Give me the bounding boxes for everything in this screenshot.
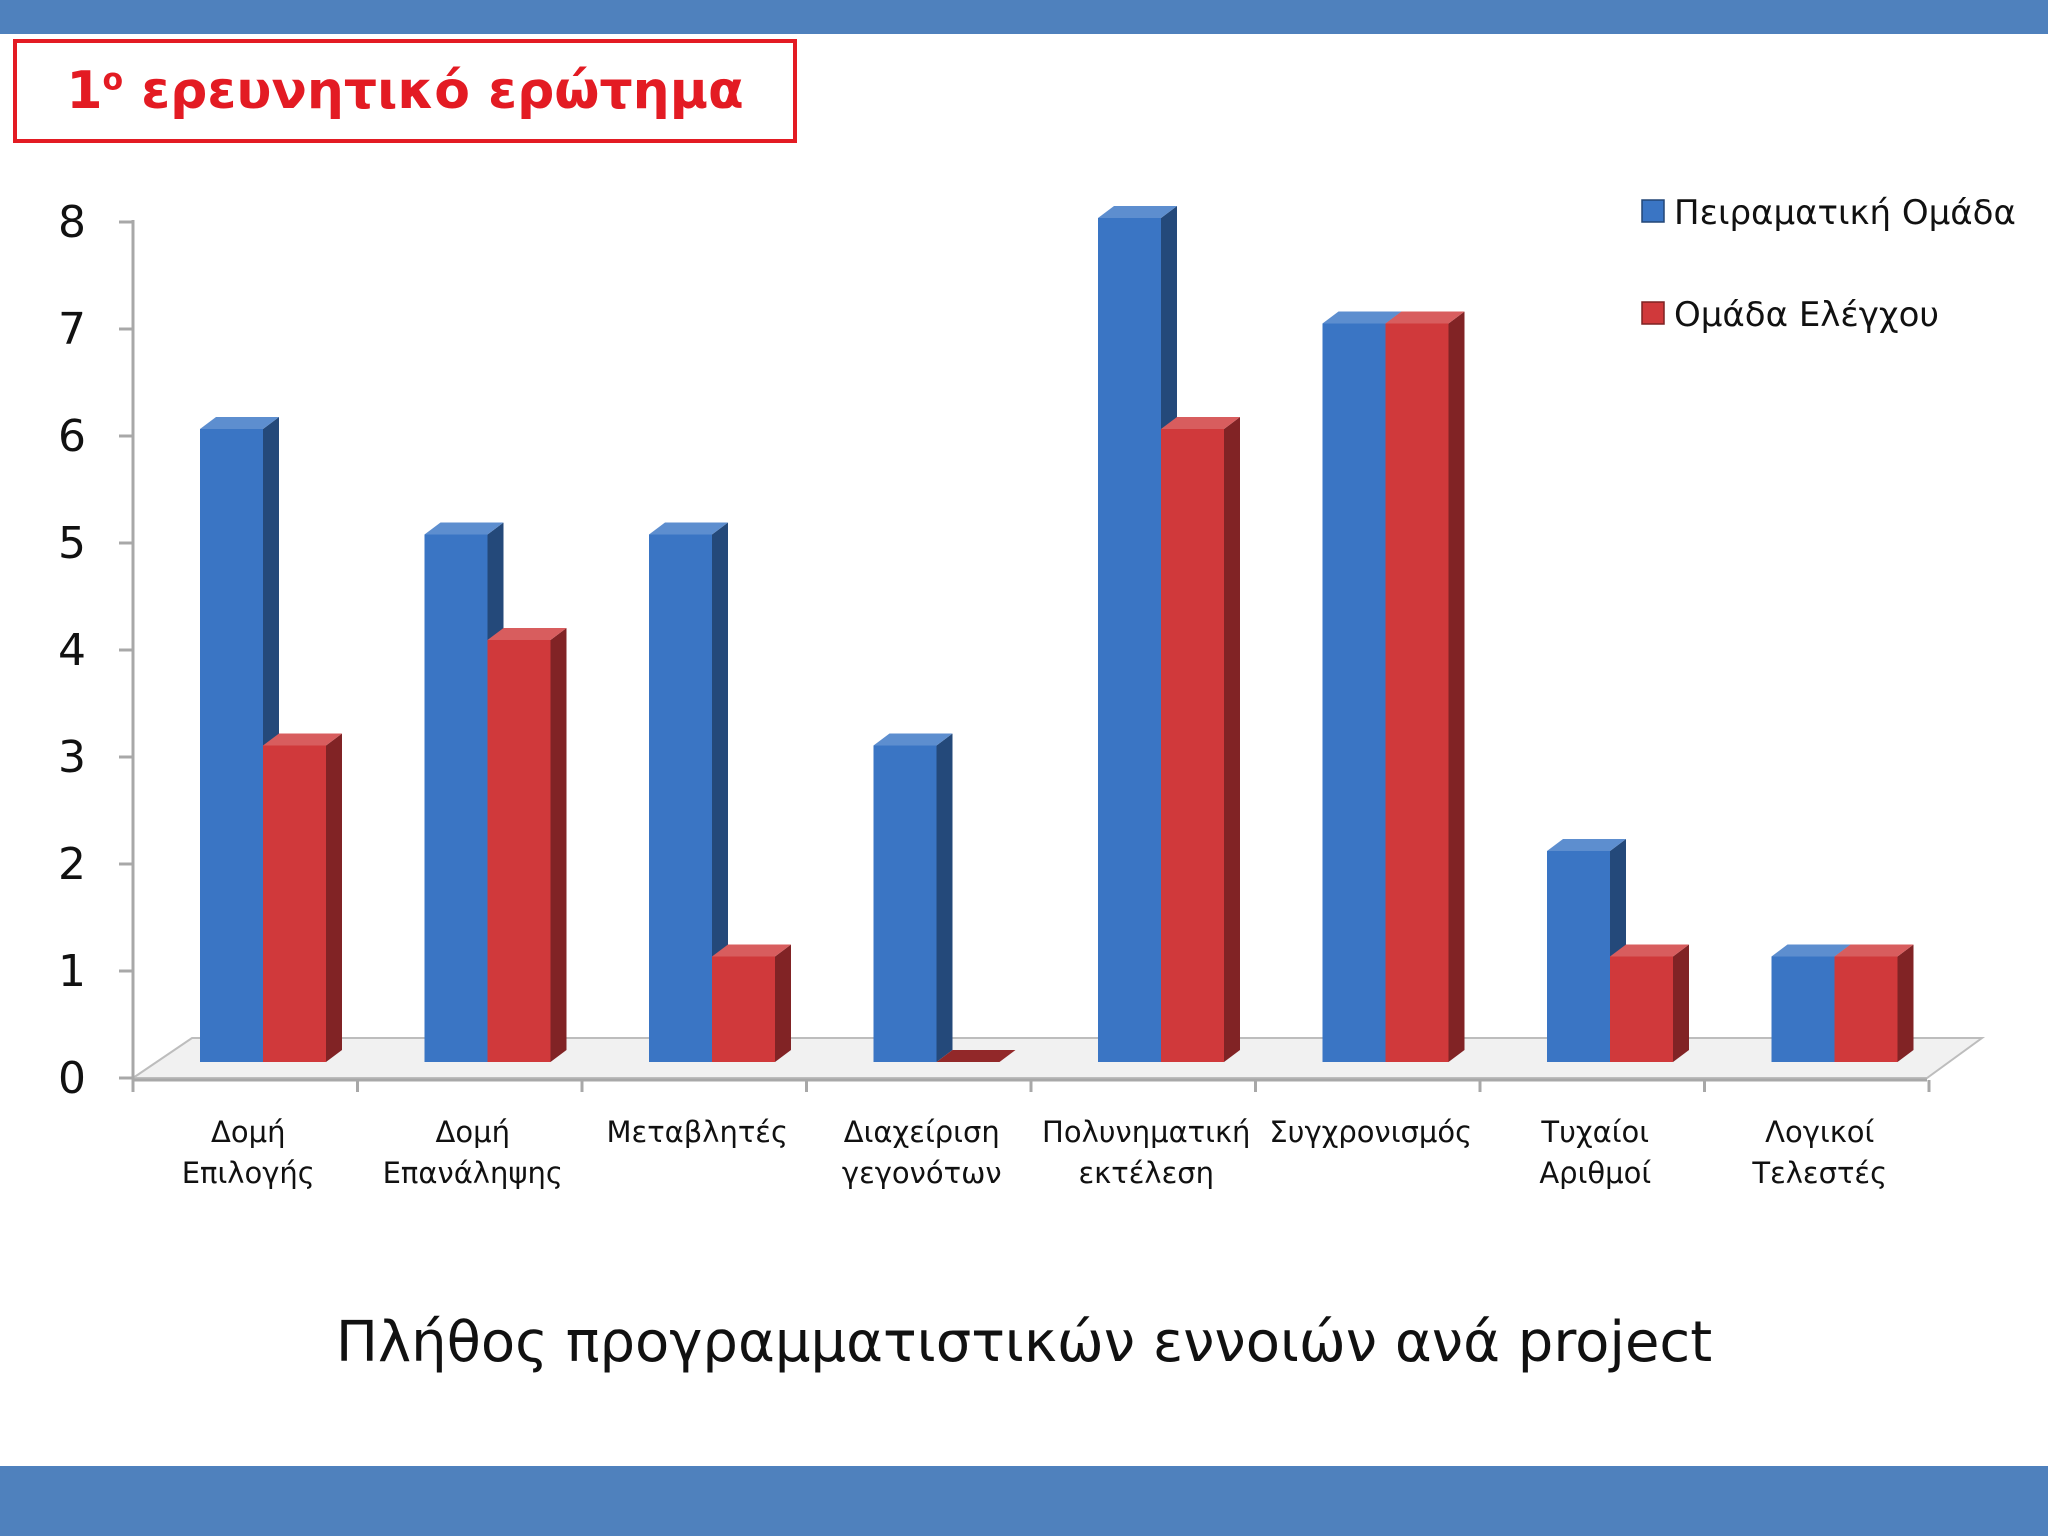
bar-top — [1161, 417, 1240, 429]
bar-side — [775, 944, 791, 1062]
y-tick-label: 5 — [58, 518, 86, 569]
category-label: Διαχείριση γεγονότων — [842, 1115, 1002, 1190]
bar-front — [1098, 218, 1161, 1062]
category-label: Δομή Επανάληψης — [383, 1115, 563, 1190]
title-box: 1o ερευνητικό ερώτημα — [13, 39, 797, 143]
bar — [487, 628, 567, 1062]
bar-front — [487, 640, 551, 1062]
bar-top — [1610, 944, 1689, 957]
bar-front — [649, 534, 712, 1062]
bar-front — [1771, 956, 1835, 1062]
y-tick-label: 6 — [58, 411, 86, 462]
category-label: Δομή Επιλογής — [182, 1115, 315, 1190]
bar — [1834, 944, 1914, 1062]
legend-swatch — [1641, 301, 1665, 325]
bar-front — [873, 745, 937, 1062]
category-label: Μεταβλητές — [607, 1115, 788, 1149]
bar — [936, 1050, 1016, 1062]
bar-side — [1897, 944, 1914, 1062]
y-tick-label: 0 — [58, 1053, 86, 1104]
legend-label: Ομάδα Ελέγχου — [1674, 295, 1939, 335]
bar-top — [200, 417, 279, 429]
bar-front — [1834, 956, 1898, 1062]
bar-front — [1547, 851, 1610, 1062]
bar-top — [712, 944, 791, 957]
bars — [200, 206, 1914, 1062]
legend-label: Πειραματική Ομάδα — [1674, 193, 2016, 233]
y-tick-label: 1 — [58, 946, 86, 997]
bar-chart: 0 1 2 3 4 5 6 7 8 Δομή Επιλογής Δομή Επανάληψης Μετα… — [58, 193, 2016, 1190]
bar-top — [1385, 311, 1465, 324]
category-label: Πολυνηματική εκτέλεση — [1042, 1115, 1250, 1190]
bar-top — [1547, 839, 1626, 851]
bar-side — [936, 733, 953, 1062]
y-tick-label: 4 — [58, 625, 86, 676]
bar — [1547, 839, 1626, 1062]
bar-top — [1322, 311, 1402, 324]
bar-top — [936, 1050, 1016, 1062]
bar — [712, 944, 791, 1062]
y-tick-label: 2 — [58, 839, 86, 890]
y-tick-label: 3 — [58, 732, 86, 783]
bar-top — [263, 733, 342, 746]
bar-top — [873, 733, 953, 746]
bar-front — [200, 429, 263, 1062]
category-label: Λογικοί Τελεστές — [1751, 1115, 1887, 1190]
legend-item: Ομάδα Ελέγχου — [1641, 295, 1939, 335]
bar-side — [550, 628, 567, 1062]
y-tick-label: 7 — [58, 304, 86, 355]
legend-item: Πειραματική Ομάδα — [1641, 193, 2016, 233]
bar-front — [1322, 323, 1386, 1062]
bar-top — [1834, 944, 1914, 957]
bar — [1610, 944, 1689, 1062]
bar — [263, 733, 342, 1062]
bar-top — [1771, 944, 1851, 957]
bar-front — [263, 745, 326, 1062]
bar-top — [424, 522, 504, 535]
bar-front — [1161, 429, 1224, 1062]
category-labels: Δομή Επιλογής Δομή Επανάληψης Μεταβλητές Διαχ… — [182, 1115, 1887, 1190]
bar-side — [712, 522, 728, 1062]
legend-swatch — [1641, 199, 1665, 223]
bar-top — [487, 628, 567, 640]
bottom-band — [0, 1466, 2048, 1536]
bar-front — [1385, 323, 1449, 1062]
bar-side — [326, 733, 342, 1062]
y-axis: 0 1 2 3 4 5 6 7 8 — [58, 197, 135, 1104]
chart-caption: Πλήθος προγραμματιστικών εννοιών ανά pro… — [335, 1310, 1713, 1375]
chart-floor-plane — [129, 1037, 1986, 1079]
slide-title: 1o ερευνητικό ερώτημα — [66, 61, 744, 121]
bar-front — [1610, 956, 1673, 1062]
top-band — [0, 0, 2048, 34]
bar — [649, 522, 728, 1062]
bar — [1161, 417, 1240, 1062]
bar-top — [1098, 206, 1177, 218]
y-tick-label: 8 — [58, 197, 86, 248]
bar-side — [1448, 311, 1465, 1062]
bar-front — [424, 534, 488, 1062]
category-label: Τυχαίοι Αριθμοί — [1539, 1115, 1651, 1190]
category-label: Συγχρονισμός — [1269, 1115, 1472, 1149]
bar — [873, 733, 953, 1062]
legend: Πειραματική Ομάδα Ομάδα Ελέγχου — [1641, 193, 2016, 335]
bar-side — [1673, 944, 1689, 1062]
chart-floor — [129, 1037, 1986, 1092]
bar — [1385, 311, 1465, 1062]
bar-top — [649, 522, 728, 535]
bar-front — [712, 956, 775, 1062]
bar-side — [1224, 417, 1240, 1062]
